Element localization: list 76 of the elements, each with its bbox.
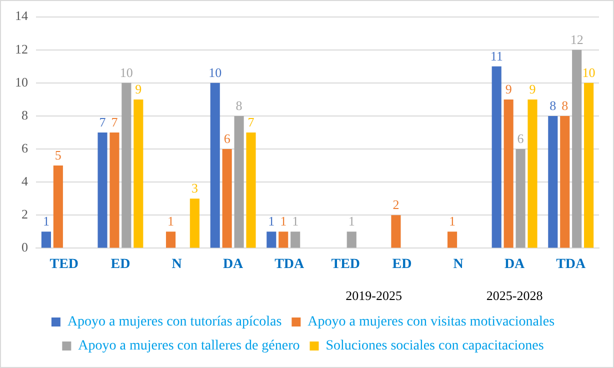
bar [166,232,176,248]
data-label: 1 [42,214,50,229]
data-label: 8 [236,98,242,113]
bar [234,116,244,248]
x-tick-label: DA [222,257,244,272]
data-label: 7 [248,114,255,130]
data-label: 9 [505,81,512,96]
bar [210,82,220,248]
data-label: 7 [99,114,106,130]
bar [278,232,288,248]
data-label: 1 [292,214,299,229]
data-label: 1 [449,214,456,229]
bar [222,149,232,248]
bar [584,82,594,248]
bar [134,99,144,248]
data-label: 2 [392,197,400,212]
y-tick-label: 12 [15,41,28,56]
bar [98,132,108,248]
y-tick-label: 4 [22,174,28,189]
text: 2019-2025 [346,288,402,303]
bar [290,232,300,248]
data-label: 3 [191,180,198,196]
data-label: 5 [54,147,62,162]
legend-label: Apoyo a mujeres con talleres de género [78,338,300,354]
bar [266,232,276,248]
x-tick-label: ED [110,257,130,272]
bar [391,215,401,248]
data-label: 6 [224,130,231,146]
bar [41,232,51,248]
data-label: 8 [562,98,568,113]
bar [447,232,458,248]
bar [560,116,570,248]
x-tick-label: N [172,257,182,272]
x-tick-label: TDA [556,257,587,272]
bar [190,198,200,248]
data-label: 9 [135,81,142,96]
text: 2025-2028 [486,288,543,303]
legend-label: Apoyo a mujeres con tutorías apícolas [67,314,282,330]
x-tick-label: N [453,257,464,272]
data-label: 10 [582,64,596,80]
data-label: 1 [168,214,174,229]
data-label: 9 [529,81,536,96]
data-label: 7 [111,114,118,130]
y-tick-label: 6 [22,140,28,156]
data-label: 1 [348,214,355,229]
data-label: 1 [280,214,287,229]
x-tick-label: ED [392,257,412,272]
x-tick-label: TDA [274,257,306,272]
bar [504,99,514,248]
bar [548,116,558,248]
data-label: 8 [550,98,556,113]
y-tick-label: 10 [15,74,28,90]
legend-label: Apoyo a mujeres con visitas motivacionales [308,314,555,330]
bar [346,232,356,248]
bar [53,166,63,248]
bar [122,82,132,248]
data-label: 12 [570,32,584,47]
y-tick-label: 14 [15,8,28,24]
data-label: 10 [120,64,133,80]
data-label: 1 [268,214,275,229]
bar [528,99,538,248]
bar [572,50,582,248]
bar [516,149,526,248]
data-label: 10 [208,64,222,80]
y-tick-label: 0 [22,240,28,255]
data-label: 6 [517,130,524,146]
y-tick-label: 2 [22,206,28,222]
legend-label: Soluciones sociales con capacitaciones [326,338,544,354]
bar [246,132,256,248]
bar [492,66,502,248]
bar [110,132,120,248]
x-tick-label: DA [504,257,526,272]
data-label: 11 [490,48,503,64]
y-tick-label: 8 [22,107,28,122]
x-tick-label: TED [50,257,79,272]
x-tick-label: TED [331,257,360,272]
